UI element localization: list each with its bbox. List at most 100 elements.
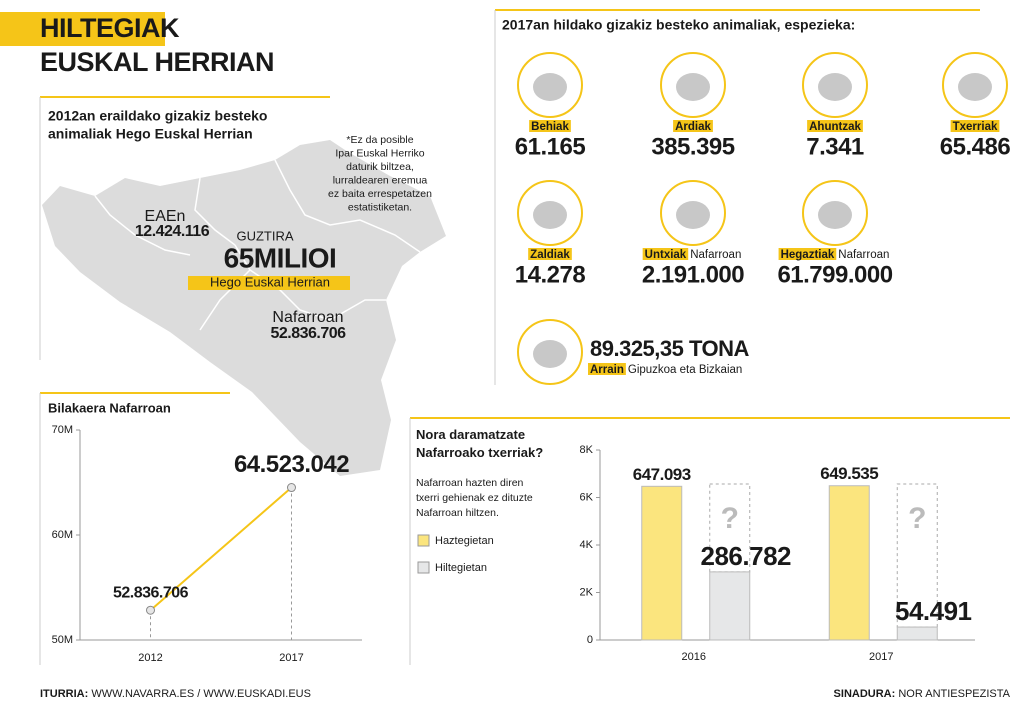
total-value: 65MILIOI [224,242,337,273]
map-borders [94,159,421,331]
header-subtitle: EUSKAL HERRIAN [40,47,274,77]
highlight [642,248,689,260]
region-label: Nafarroan [272,309,343,326]
highlight [807,120,863,132]
y-tick-label: 2K [580,586,594,598]
icon-silhouette [676,73,710,101]
y-tick-label: 4K [580,539,594,551]
panel-title: animaliak Hego Euskal Herrian [48,126,253,142]
data-label: 54.491 [895,596,972,626]
data-label: 647.093 [633,465,691,484]
data-label: 286.782 [701,541,792,571]
point [146,605,155,615]
x-tick-label: 2012 [138,652,162,664]
highlight [673,120,713,132]
region-value: 12.424.116 [135,223,210,240]
species-value: 61.799.000 [777,261,892,288]
map-note: lurraldearen eremua [333,174,428,186]
icon-silhouette [818,73,852,101]
y-tick-label: 70M [52,424,73,436]
highlight [588,363,626,375]
footer-label: SINADURA: [834,688,896,700]
footer-text: WWW.NAVARRA.ES / WWW.EUSKADI.EUS [91,688,311,700]
legend-label: Haztegietan [435,535,494,547]
icon-silhouette [958,73,992,101]
icon-silhouette [533,340,567,368]
data-label: 64.523.042 [234,451,349,478]
icon-silhouette [818,201,852,229]
annotation: ? [721,502,739,535]
species-name: Hegaztiak [781,249,835,261]
legend-label: Hiltegietan [435,562,487,574]
legend-swatch [417,534,430,547]
map-note: ez baita errespetatzen [328,188,432,200]
unknown-box [709,483,751,573]
species-value: 14.278 [515,261,586,288]
header-band [0,12,165,46]
map-note: daturik biltzea, [346,161,414,173]
species-name: Ardiak [675,121,711,133]
highlight [529,120,571,132]
y-tick-label: 8K [580,444,594,456]
icon-silhouette [676,201,710,229]
chart-note: Nafarroan hazten diren txerri gehienak e… [416,477,533,519]
point [287,483,296,493]
chart-title: Bilakaera Nafarroan [48,400,171,415]
icon-silhouette [533,73,567,101]
legend-swatch [417,561,430,574]
y-tick-label: 0 [587,634,593,646]
species-value: 2.191.000 [642,261,744,288]
species-qualifier: Nafarroan [838,249,889,261]
highlight [188,276,350,290]
line [149,486,293,611]
highlight [778,248,837,260]
icon-silhouette [533,201,567,229]
map-note: *Ez da posible [346,134,413,146]
x-tick-label: 2017 [869,651,893,663]
chart-title: Nora daramatzate Nafarroako txerriak? [416,427,544,460]
chart-note-box: Nafarroan hazten diren txerri gehienak e… [416,477,533,519]
region-label: EAEn [145,208,186,225]
panel-title: 2017an hildako gizakiz besteko animaliak… [502,17,855,33]
species-value: 385.395 [651,133,734,160]
species-name: Ahuntzak [809,121,861,133]
species-qualifier: Gipuzkoa eta Bizkaian [628,364,742,376]
bar [896,626,938,641]
y-tick-label: 60M [52,529,73,541]
footer: SINADURA: NOR ANTIESPEZISTA [834,688,1011,700]
footer-text: NOR ANTIESPEZISTA [898,688,1010,700]
species-name: Arrain [590,364,624,376]
data-label: 649.535 [820,464,878,483]
panel-title: 2012an eraildako gizakiz besteko [48,108,267,124]
chart-title-box: Nora daramatzate Nafarroako txerriak? [416,427,544,460]
bar [828,485,870,641]
highlight [528,248,572,260]
bar [641,485,683,641]
species-name: Behiak [531,121,569,133]
header-title: HILTEGIAK [40,13,180,43]
total-label: GUZTIRA [236,228,293,243]
species-name: Txerriak [953,121,998,133]
total-caption: Hego Euskal Herrian [210,274,330,289]
footer-label: ITURRIA: [40,688,88,700]
x-tick-label: 2016 [682,651,706,663]
fish-value: 89.325,35 TONA [590,336,750,361]
map-note: Ipar Euskal Herriko [335,147,424,159]
species-value: 65.486 [940,133,1011,160]
y-tick-label: 6K [580,491,594,503]
region-value: 52.836.706 [270,325,346,342]
species-qualifier: Nafarroan [690,249,741,261]
bar [709,571,751,641]
footer: ITURRIA: WWW.NAVARRA.ES / WWW.EUSKADI.EU… [40,688,311,700]
map-note: estatistiketan. [348,201,412,213]
species-value: 7.341 [806,133,864,160]
map [42,140,446,476]
data-label: 52.836.706 [113,584,189,601]
species-name: Zaldiak [530,249,570,261]
x-tick-label: 2017 [279,652,303,664]
y-tick-label: 50M [52,634,73,646]
species-name: Untxiak [645,249,687,261]
highlight [950,120,1000,132]
